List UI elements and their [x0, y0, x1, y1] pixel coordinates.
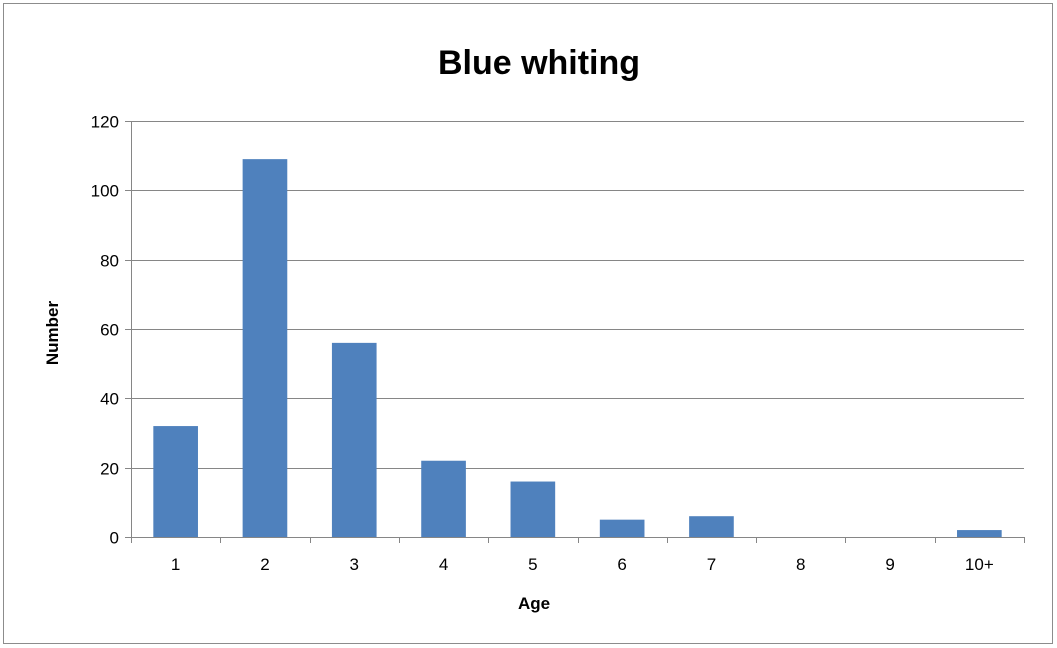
y-axis-title: Number [43, 301, 62, 366]
x-axis-tick-labels: 1 2 3 4 5 6 7 8 9 10+ [171, 555, 994, 574]
y-tick-label: 0 [110, 529, 119, 548]
x-tick-label: 7 [707, 555, 716, 574]
y-tick-label: 120 [91, 113, 119, 132]
y-tick-label: 20 [100, 460, 119, 479]
bar-age-10+ [957, 530, 1002, 537]
bar-age-2 [242, 159, 288, 537]
bar-chart: Blue whiting 0 20 40 60 80 100 120 1 2 3 4 5 6 7 8 9 10… [43, 44, 1025, 613]
bar-age-4 [421, 460, 466, 537]
x-tick-label: 9 [885, 555, 894, 574]
y-tick-label: 80 [100, 252, 119, 271]
x-tick-label: 4 [439, 555, 448, 574]
bar-age-7 [689, 516, 734, 537]
bar-age-6 [599, 519, 645, 537]
x-tick-label: 6 [617, 555, 626, 574]
x-tick-label: 1 [171, 555, 180, 574]
x-tick-label: 3 [350, 555, 359, 574]
axes [125, 121, 1025, 543]
x-tick-label: 5 [528, 555, 537, 574]
x-tick-label: 8 [796, 555, 805, 574]
bar-age-3 [331, 342, 377, 537]
bar-age-1 [153, 426, 198, 537]
x-axis-title: Age [518, 594, 550, 613]
x-tick-label: 10+ [965, 555, 994, 574]
y-axis-tick-labels: 0 20 40 60 80 100 120 [91, 113, 119, 548]
bar-age-5 [510, 481, 556, 537]
x-tick-label: 2 [260, 555, 269, 574]
y-tick-label: 40 [100, 390, 119, 409]
y-tick-label: 100 [91, 182, 119, 201]
chart-area: Blue whiting 0 20 40 60 80 100 120 1 2 3 4 5 6 7 8 9 10… [3, 3, 1053, 644]
bars [153, 159, 1002, 537]
chart-title: Blue whiting [438, 44, 640, 82]
y-tick-label: 60 [100, 321, 119, 340]
